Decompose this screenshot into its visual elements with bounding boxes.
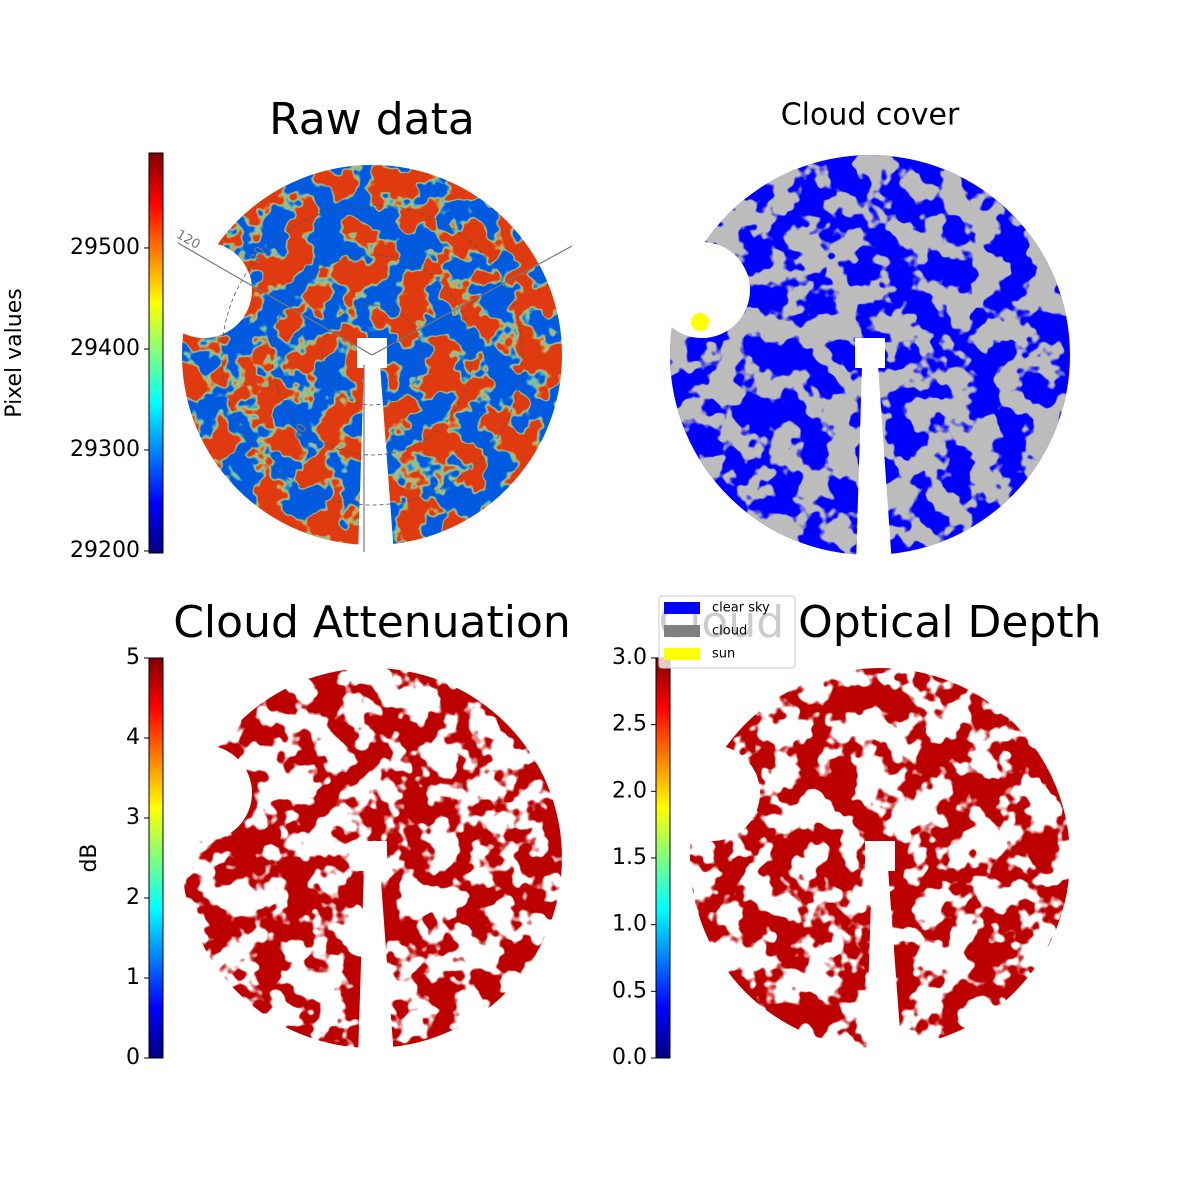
- colorbar-tick-label: 1.5: [612, 845, 647, 870]
- colorbar-tick-label: 4: [126, 725, 140, 750]
- polar-grid-label: 30: [247, 244, 268, 266]
- panel-title: Raw data: [269, 94, 475, 145]
- colorbar-tick-label: 0: [126, 1045, 140, 1070]
- panel-title: Cloud cover: [781, 98, 960, 133]
- polar-axis: [177, 242, 373, 356]
- colorbar-tick-label: 2.0: [612, 778, 647, 803]
- colorbar-tick-label: 1.0: [612, 912, 647, 937]
- image-panel: [654, 155, 1070, 565]
- legend-label: clear sky: [712, 601, 770, 616]
- polar-grid: [221, 204, 523, 506]
- colorbar-tick-label: 29400: [70, 336, 140, 361]
- polar-grid: [321, 304, 423, 406]
- colorbar-tick-label: 3.0: [612, 645, 647, 670]
- colorbar-tick-label: 29200: [70, 538, 140, 563]
- colorbar-tick-label: 2: [126, 885, 140, 910]
- mask-square: [357, 338, 387, 368]
- colorbar-label: dB: [77, 843, 102, 872]
- colorbar: [148, 152, 164, 554]
- colorbar-label: Pixel values: [2, 288, 27, 417]
- image-panel: [664, 668, 1070, 1058]
- image-panel: [156, 668, 562, 1058]
- mask-wedge: [358, 365, 394, 555]
- colorbar-tick-label: 29300: [70, 437, 140, 462]
- colorbar-tick-label: 29500: [70, 235, 140, 260]
- colorbar-tick-label: 0.5: [612, 978, 647, 1003]
- colorbar-tick-label: 3: [126, 805, 140, 830]
- legend-label: sun: [712, 647, 735, 662]
- mask-square: [357, 841, 387, 871]
- polar-axis: [371, 245, 573, 356]
- legend: clear sky cloud sun: [658, 595, 796, 669]
- colorbar: [655, 657, 671, 1059]
- mask-square: [855, 338, 885, 368]
- image-panel: [156, 165, 573, 555]
- mask-wedge: [358, 868, 394, 1058]
- legend-swatch: [664, 648, 700, 660]
- colorbar-tick-label: 0.0: [612, 1045, 647, 1070]
- colorbar-tick-label: 5: [126, 645, 140, 670]
- polar-grid: [271, 254, 473, 456]
- colorbar-tick-label: 1: [126, 965, 140, 990]
- mask-notch: [664, 745, 760, 841]
- mask-wedge: [866, 868, 902, 1058]
- legend-label: cloud: [712, 624, 747, 639]
- colorbar: [148, 657, 164, 1059]
- panel-title: Cloud Attenuation: [173, 597, 571, 648]
- mask-wedge: [856, 365, 892, 565]
- colorbar-tick-label: 2.5: [612, 712, 647, 737]
- legend-swatch: [664, 625, 700, 637]
- mask-square: [865, 841, 895, 871]
- sun-marker: [691, 313, 709, 331]
- mask-notch: [654, 242, 750, 338]
- mask-notch: [156, 242, 252, 338]
- polar-grid-label: 40: [289, 421, 310, 443]
- mask-notch: [156, 745, 252, 841]
- legend-swatch: [664, 602, 700, 614]
